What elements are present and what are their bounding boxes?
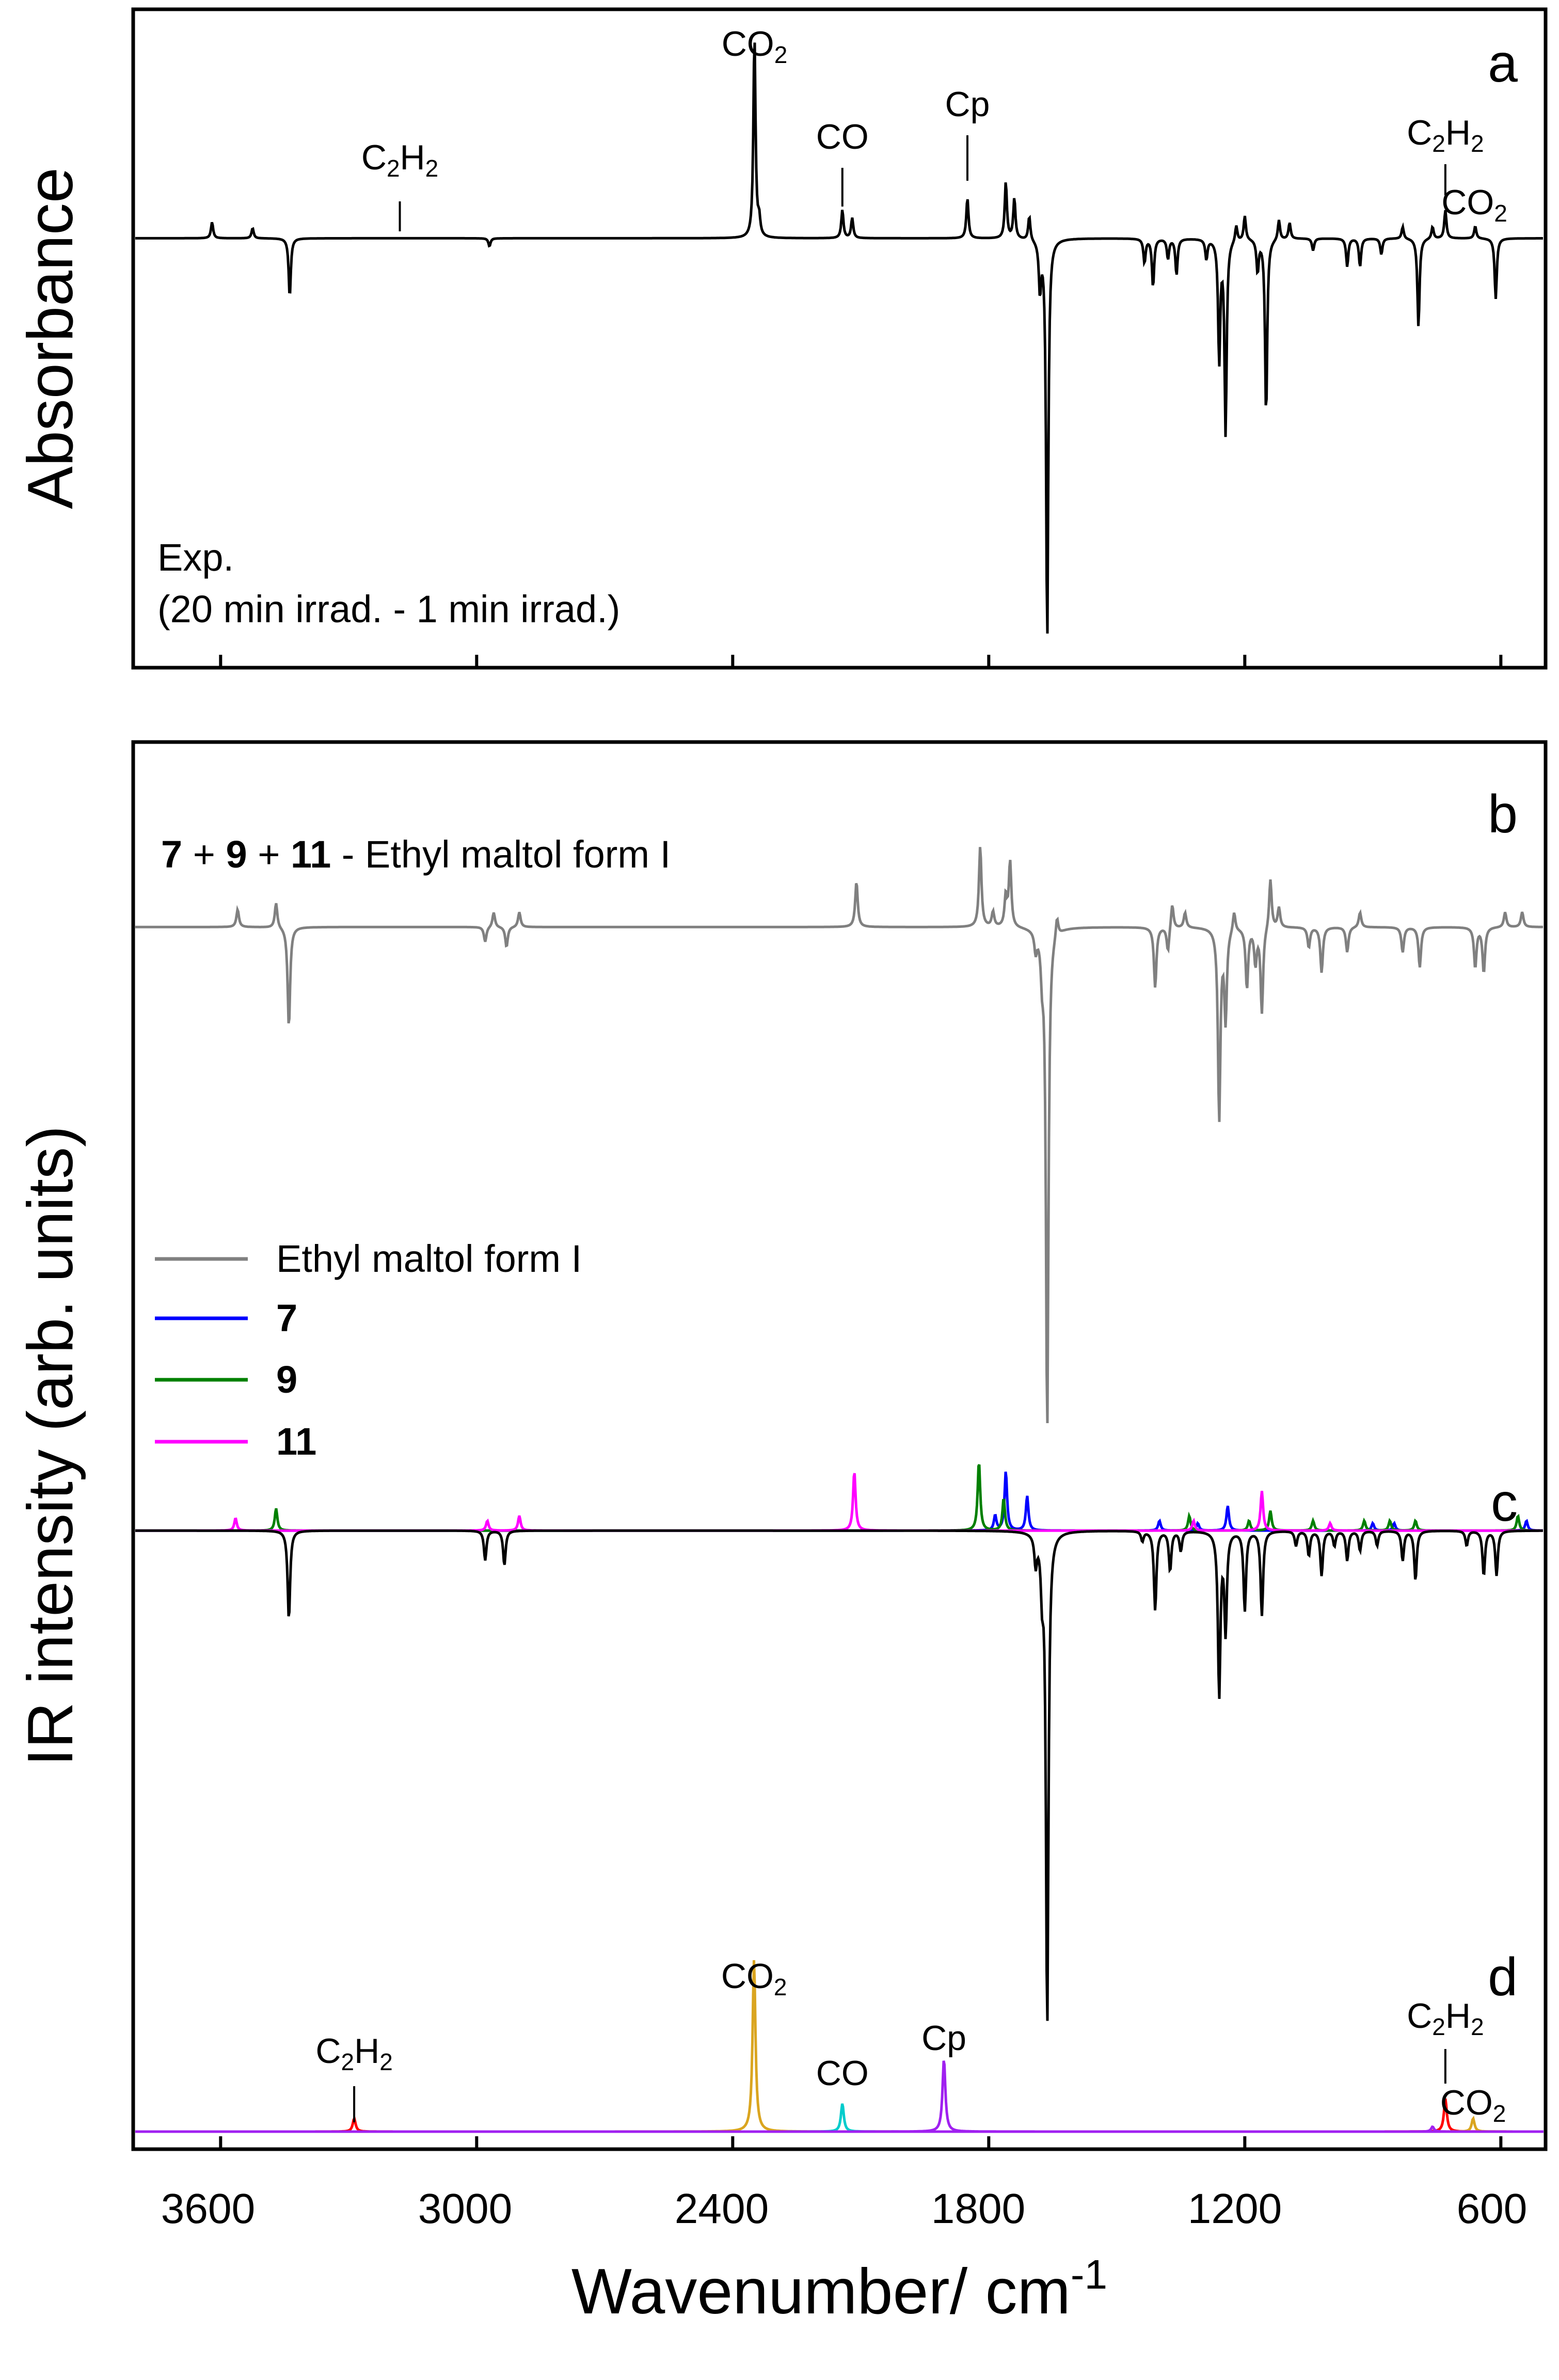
panel-d-ann-label-1: CO2 (721, 1957, 787, 2000)
tick-label-3600: 3600 (161, 2185, 255, 2232)
panel-bcd-frame (131, 740, 1548, 2151)
panel-d-ann-label-4-part-2: H (1445, 1996, 1471, 2036)
panel-d-ann-label-5: CO2 (1440, 2083, 1506, 2127)
x-axis-ticks (219, 655, 1503, 2149)
panel-a-ann-label-2-part-0: CO (816, 117, 869, 156)
panel-d-ann-label-4-part-1: 2 (1432, 2013, 1445, 2040)
panel-a-ann-label-4-part-1: 2 (1432, 130, 1445, 157)
panel-a-ann-label-5: CO2 (1441, 183, 1507, 227)
panel-d-ann-label-3-part-0: Cp (921, 2019, 966, 2058)
panel-d-label: d (1488, 1947, 1518, 2007)
panel-c-series-7 (135, 1471, 1543, 1532)
panel-d-ann-label-2-part-0: CO (816, 2054, 869, 2093)
panel-a-ann-label-3-part-0: Cp (945, 85, 990, 124)
panel-d-series-1 (135, 1960, 1543, 2133)
panel-a-ann-label-0: C2H2 (361, 138, 438, 182)
panel-a-label: a (1488, 34, 1518, 93)
panel-a-ann-label-5-part-1: 2 (1494, 200, 1507, 227)
panel-c-label: c (1491, 1473, 1518, 1533)
y-axis-title-bottom: IR intensity (arb. units) (15, 1126, 86, 1766)
legend-label-7: 7 (276, 1297, 297, 1339)
panel-c-series-ethyl-maltol-form-i (135, 1529, 1543, 2021)
panel-a-caption-line1: Exp. (157, 536, 234, 579)
panel-a-ann-label-4-part-3: 2 (1471, 130, 1484, 157)
legend-label-9: 9 (276, 1358, 297, 1401)
spectra (135, 42, 1544, 2133)
panel-b-label: b (1488, 784, 1518, 844)
panel-a-ann-label-1: CO2 (722, 24, 788, 68)
panel-b-title-11: 11 (291, 833, 331, 876)
panel-d-ann-label-1-part-0: CO (721, 1957, 774, 1996)
panel-a-frame (131, 7, 1548, 670)
panel-b-title-7: 7 (161, 833, 182, 876)
tick-label-1200: 1200 (1188, 2185, 1282, 2232)
panel-a-ann-label-1-part-1: 2 (774, 41, 788, 68)
panel-d-ann-label-0-part-0: C (315, 2031, 341, 2071)
legend-label-11: 11 (276, 1420, 316, 1463)
panel-d-ann-label-5-part-1: 2 (1493, 2100, 1506, 2127)
panel-b-title: 7 + 9 + 11 - Ethyl maltol form I (161, 833, 671, 876)
panel-a-ann-label-0-part-3: 2 (425, 155, 439, 182)
panel-d-ann-label-0-part-3: 2 (379, 2048, 393, 2075)
panel-a-ann-label-2: CO (816, 117, 869, 156)
panel-b-series-0 (135, 847, 1543, 1424)
panel-a-ann-label-0-part-1: 2 (387, 155, 400, 182)
panel-a-series-0 (135, 42, 1543, 634)
panel-d-ann-label-1-part-1: 2 (774, 1974, 787, 2000)
tick-label-2400: 2400 (675, 2185, 769, 2232)
panel-a-ann-label-4-part-0: C (1407, 113, 1432, 152)
panel-a-ann-label-0-part-0: C (361, 138, 387, 177)
panel-b-title-plus2: + (247, 833, 291, 876)
panel-d-ann-label-0-part-1: 2 (341, 2048, 354, 2075)
panel-d-ann-label-0: C2H2 (315, 2031, 392, 2075)
tick-label-600: 600 (1457, 2185, 1528, 2232)
panel-d-ann-label-3: Cp (921, 2019, 966, 2058)
panel-a-ann-label-0-part-2: H (400, 138, 425, 177)
x-axis-title-main: Wavenumber/ cm (571, 2256, 1071, 2327)
x-axis-title-sup: -1 (1071, 2251, 1107, 2297)
panel-d-ann-label-4-part-0: C (1407, 1996, 1432, 2036)
panel-a-ann-label-3: Cp (945, 85, 990, 124)
tick-label-3000: 3000 (418, 2185, 512, 2232)
panel-d-series-2 (135, 2103, 1543, 2133)
panel-c-series-11 (135, 1473, 1543, 1532)
panel-d-ann-label-5-part-0: CO (1440, 2083, 1493, 2122)
panel-d-ann-label-0-part-2: H (354, 2031, 379, 2071)
legend-label-ethyl-maltol: Ethyl maltol form I (276, 1237, 582, 1280)
panel-a-ann-label-4: C2H2 (1407, 113, 1484, 157)
panel-a-ann-label-4-part-2: H (1445, 113, 1471, 152)
panel-d-ann-label-2: CO (816, 2054, 869, 2093)
panel-d-ann-label-4: C2H2 (1407, 1996, 1484, 2040)
tick-label-1800: 1800 (931, 2185, 1025, 2232)
panel-a-ann-label-1-part-0: CO (722, 24, 774, 64)
y-axis-title-top: Absorbance (15, 167, 86, 509)
panel-b-title-9: 9 (226, 833, 247, 876)
x-axis-title: Wavenumber/ cm-1 (571, 2251, 1107, 2327)
legend: Ethyl maltol form I 7 9 11 (155, 1237, 582, 1463)
panel-a-caption-line2: (20 min irrad. - 1 min irrad.) (157, 588, 620, 631)
panel-d-ann-label-4-part-3: 2 (1471, 2013, 1484, 2040)
panel-b-title-rest: - Ethyl maltol form I (331, 833, 671, 876)
panel-a-ann-label-5-part-0: CO (1441, 183, 1494, 222)
panel-b-title-plus1: + (182, 833, 226, 876)
panel-c-series-9 (135, 1464, 1543, 1532)
